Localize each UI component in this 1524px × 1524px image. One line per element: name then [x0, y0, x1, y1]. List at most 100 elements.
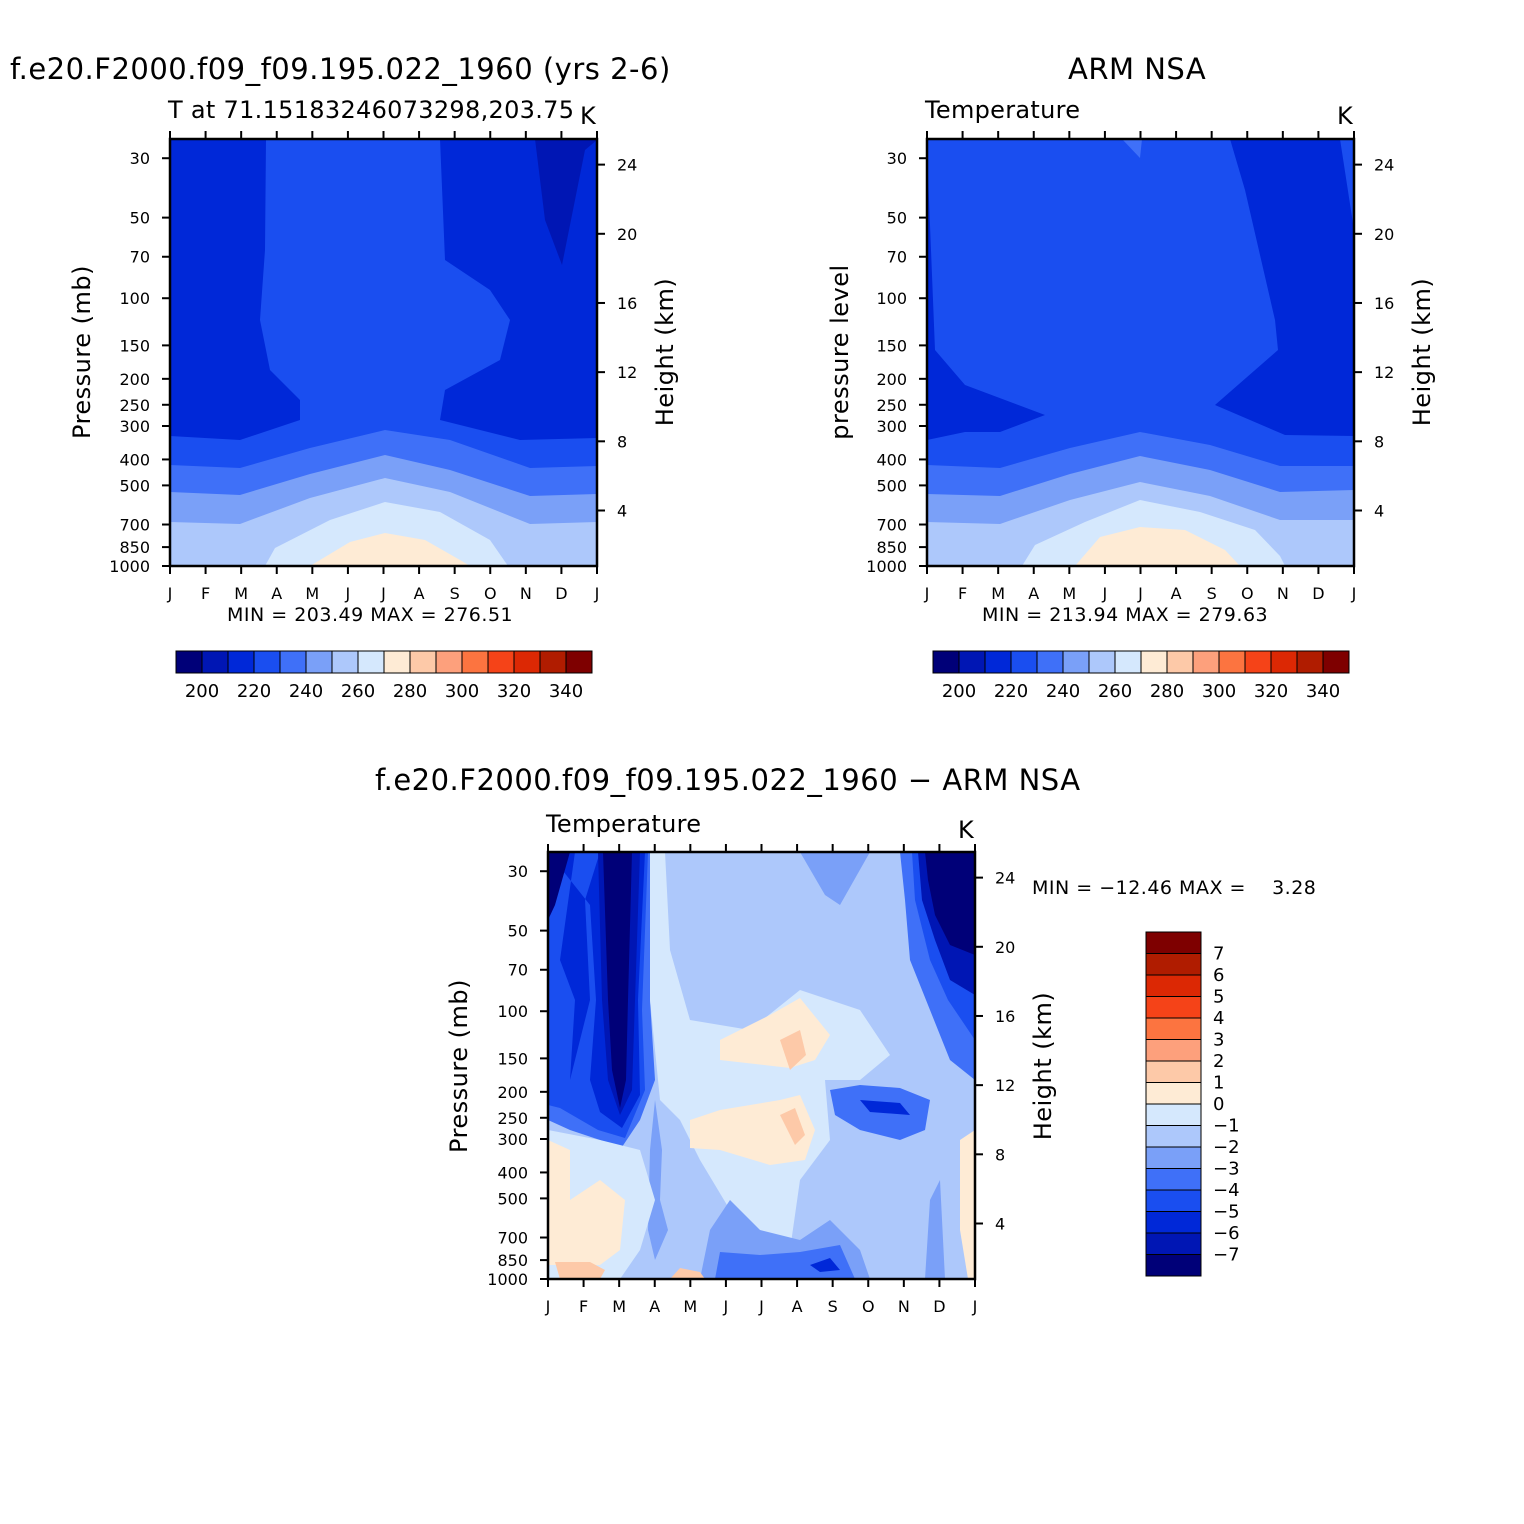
p3-xtick-label: D: [933, 1297, 945, 1316]
p1-ytick-right-label: 16: [617, 294, 637, 313]
p1-xtick-label: M: [305, 584, 319, 603]
p1-cb-box: [513, 650, 541, 674]
panel1-ylabel: Pressure (mb): [68, 265, 96, 439]
p1-ytick-label: 1000: [109, 557, 150, 576]
p2-cb-label: 220: [994, 681, 1028, 702]
p3-ytick-right-label: 12: [995, 1076, 1015, 1095]
p3-ytick-label: 200: [497, 1083, 528, 1102]
p2-cb-box: [1062, 650, 1090, 674]
p1-xtick-label: N: [520, 584, 532, 603]
panel1-band-210: [535, 139, 597, 265]
panel2-ylabel: pressure level: [826, 264, 854, 440]
p1-cb-box: [175, 650, 203, 674]
p1-ytick-right-label: 8: [617, 432, 627, 451]
panel1-colorbar: 200 220 240 260 280 300 320 340: [175, 650, 593, 702]
p3-cb-box: [1145, 953, 1202, 976]
p3-ytick-label: 850: [497, 1251, 528, 1270]
panel3-ylabel-right: Height (km): [1029, 991, 1057, 1141]
p3-xtick-label: A: [792, 1297, 803, 1316]
p2-ytick-label: 50: [887, 209, 907, 228]
p1-ytick-right-label: 20: [617, 225, 637, 244]
p2-cb-label: 240: [1046, 681, 1080, 702]
panel2-units: K: [1337, 102, 1354, 130]
p2-cb-box: [932, 650, 960, 674]
p3-cb-label: 4: [1213, 1008, 1224, 1029]
p2-cb-box: [1296, 650, 1324, 674]
p2-xtick-label: F: [958, 584, 967, 603]
panel3-band-m7-corner: [548, 852, 570, 920]
p2-xtick-label: M: [1062, 584, 1076, 603]
p2-xtick-label: O: [1241, 584, 1254, 603]
p3-cb-box: [1145, 1232, 1202, 1255]
p2-cb-box: [1114, 650, 1142, 674]
p3-cb-box: [1145, 974, 1202, 997]
panel3-band-m7-right: [925, 852, 975, 955]
p1-cb-label: 240: [289, 681, 323, 702]
p2-cb-box: [1010, 650, 1038, 674]
p1-xtick-label: J: [380, 584, 386, 603]
panel3-band-m7-core: [603, 852, 632, 1108]
p3-cb-box: [1145, 1017, 1202, 1040]
p1-cb-box: [357, 650, 385, 674]
panel2-subtitle: Temperature: [925, 96, 1081, 124]
p3-cb-label: −5: [1213, 1202, 1240, 1223]
p1-ytick-label: 200: [119, 370, 150, 389]
p2-cb-label: 280: [1150, 681, 1184, 702]
p2-ytick-right-label: 4: [1374, 501, 1384, 520]
p3-cb-label: 3: [1213, 1030, 1224, 1051]
panel1-band-280: [310, 533, 470, 566]
p2-cb-box: [1036, 650, 1064, 674]
panel2-contours: [927, 139, 1354, 566]
p2-xtick-label: J: [1102, 584, 1108, 603]
p1-xtick-label: J: [345, 584, 351, 603]
panel3-band-p1-mid: [780, 1108, 805, 1145]
panel2-band-220b: [927, 150, 1045, 440]
panel3-band-m5-right-mid: [860, 1100, 910, 1115]
p3-xtick-label: O: [862, 1297, 875, 1316]
p1-ytick-label: 500: [119, 476, 150, 495]
p1-xtick-label: J: [594, 584, 600, 603]
panel3-ylabel: Pressure (mb): [445, 979, 473, 1153]
p1-ytick-right-label: 4: [617, 501, 627, 520]
p3-cb-box: [1145, 1146, 1202, 1169]
p1-cb-label: 300: [445, 681, 479, 702]
p2-ytick-label: 100: [876, 289, 907, 308]
panel3-band-m5-lower: [810, 1258, 840, 1272]
p1-xtick-label: M: [234, 584, 248, 603]
p3-xtick-label: A: [649, 1297, 660, 1316]
p3-cb-box: [1145, 1082, 1202, 1105]
p3-cb-label: 1: [1213, 1073, 1224, 1094]
axes-ticks: J F M A M J J A S O N D J305070100150200250300400500…: [109, 131, 1394, 1316]
p3-cb-label: −6: [1213, 1223, 1240, 1244]
panel3-band-p0-mid: [690, 1095, 815, 1165]
p3-xtick-label: M: [683, 1297, 697, 1316]
p1-xtick-label: D: [555, 584, 567, 603]
p1-cb-box: [409, 650, 437, 674]
p2-xtick-label: S: [1207, 584, 1217, 603]
p2-ytick-label: 700: [876, 516, 907, 535]
p2-xtick-label: J: [1351, 584, 1357, 603]
p1-ytick-right-label: 12: [617, 363, 637, 382]
p2-xtick-label: J: [1137, 584, 1143, 603]
p3-cb-label: 6: [1213, 965, 1224, 986]
p2-xtick-label: A: [1171, 584, 1182, 603]
p1-ytick-label: 700: [119, 516, 150, 535]
p1-ytick-label: 100: [119, 289, 150, 308]
panel2-band-240-top: [1122, 139, 1142, 158]
p1-cb-box: [461, 650, 489, 674]
p3-cb-label: 0: [1213, 1094, 1224, 1115]
p1-cb-box: [435, 650, 463, 674]
panel3-band-p0-lower-left: [548, 1140, 625, 1265]
p3-cb-label: 7: [1213, 944, 1224, 965]
p2-ytick-label: 400: [876, 450, 907, 469]
p1-cb-box: [539, 650, 567, 674]
panel2-band-280: [1075, 527, 1240, 566]
p3-ytick-label: 100: [497, 1002, 528, 1021]
p3-ytick-label: 300: [497, 1130, 528, 1149]
p1-cb-box: [383, 650, 411, 674]
p1-xtick-label: O: [484, 584, 497, 603]
panel3-band-m3-streak: [648, 1100, 668, 1260]
p3-cb-box: [1145, 1254, 1202, 1277]
